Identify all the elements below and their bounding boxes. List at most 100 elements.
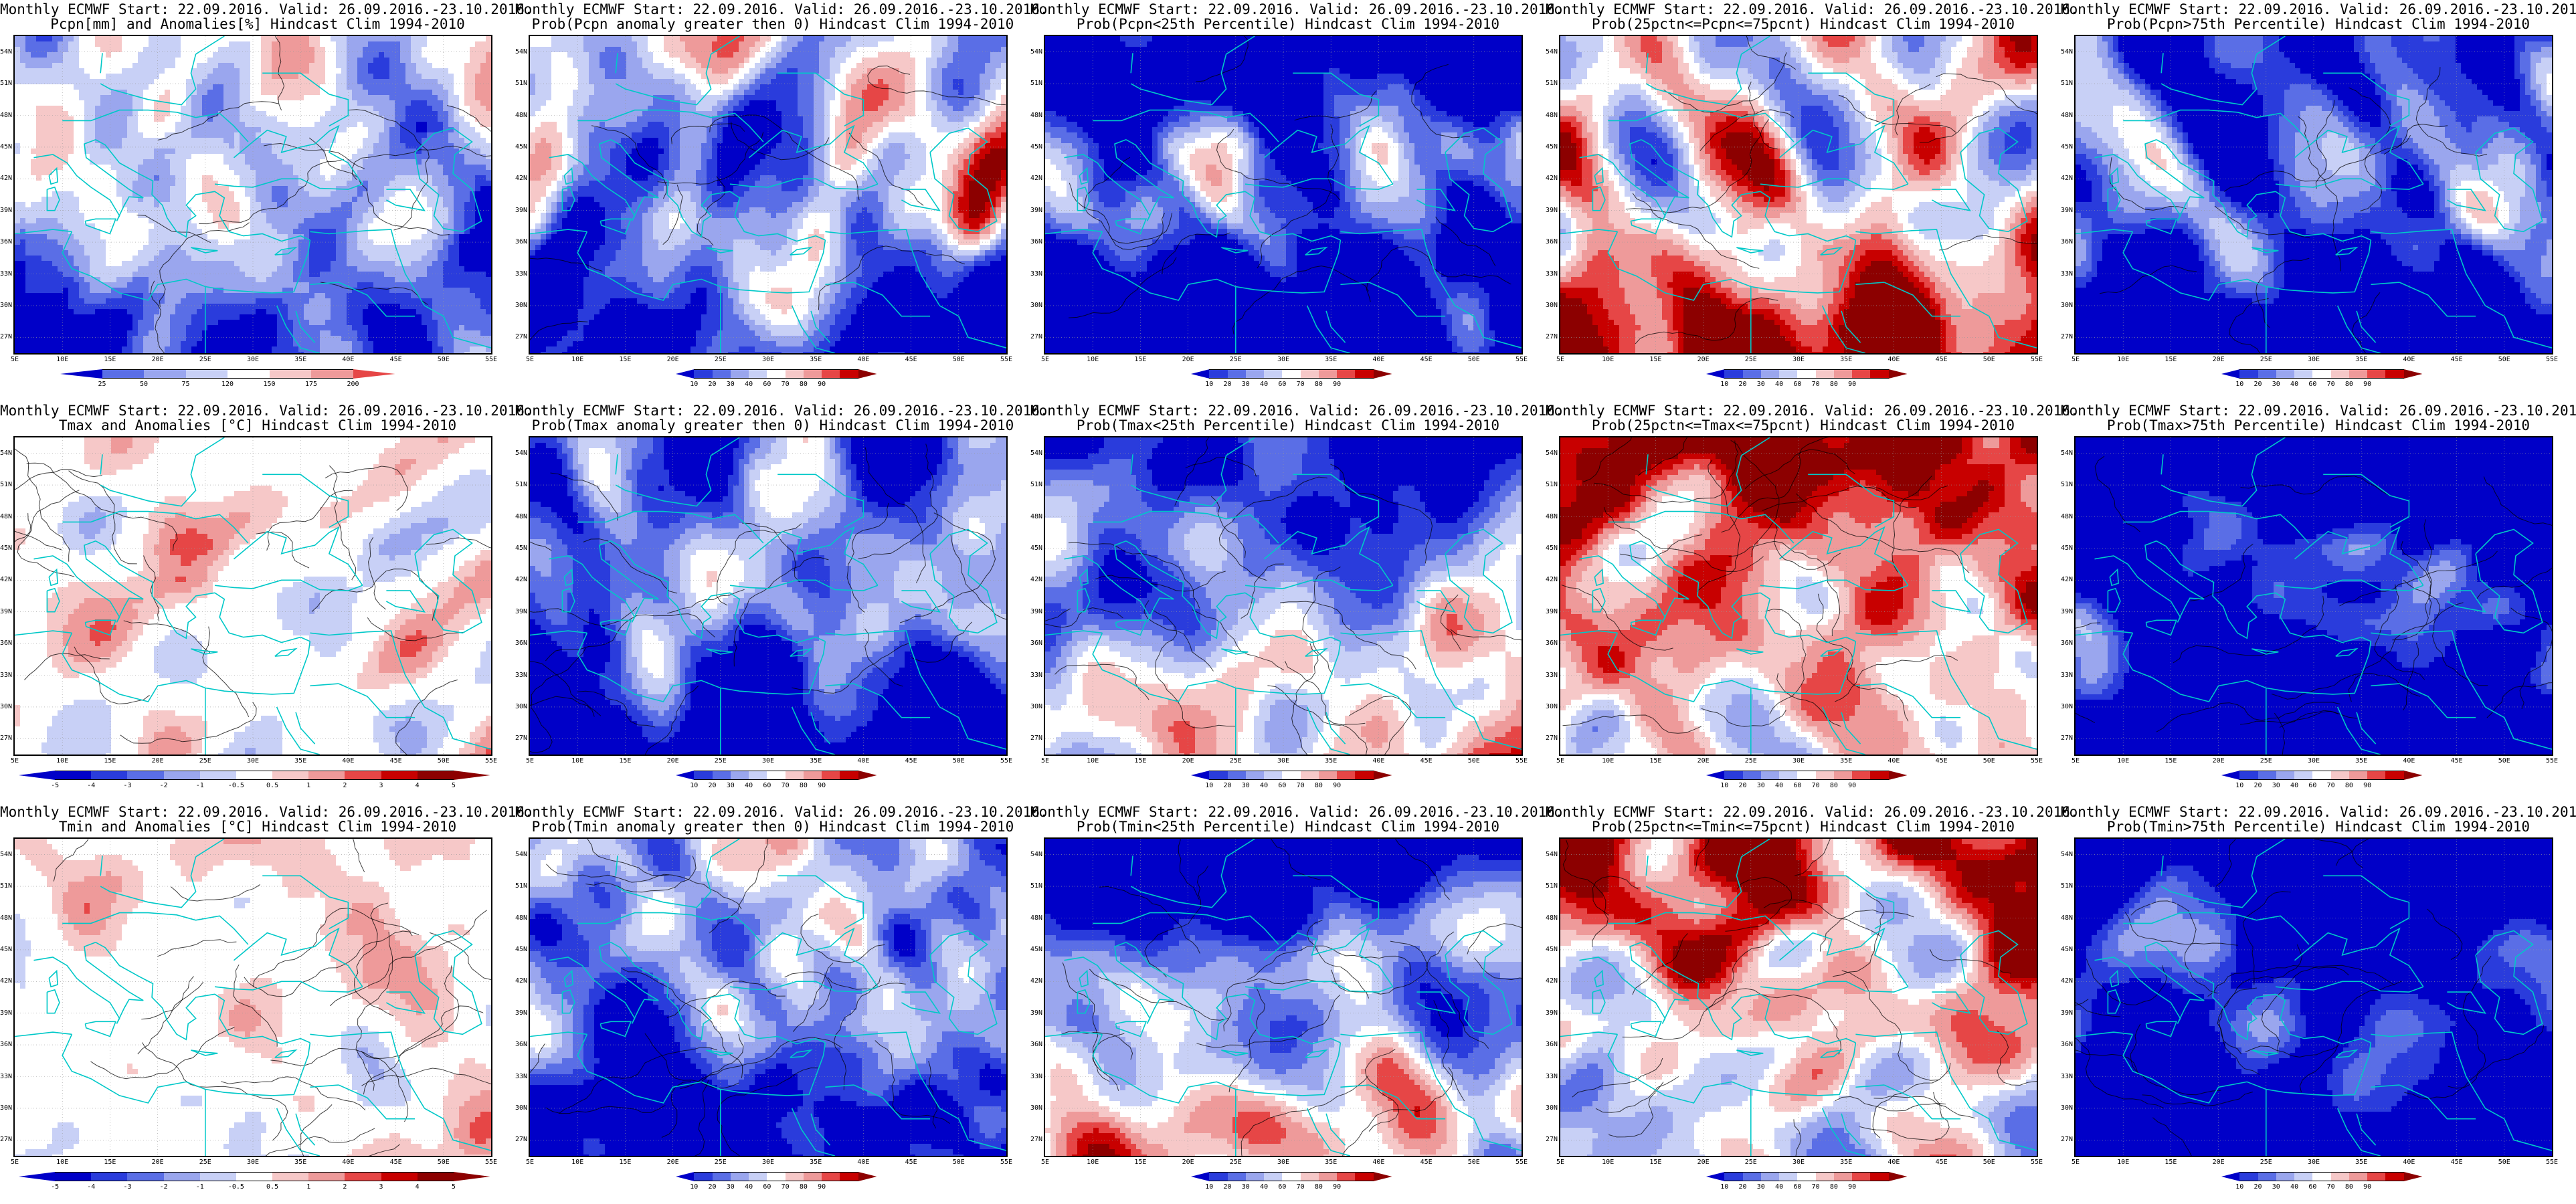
- latitude-label: 30N: [0, 1104, 12, 1112]
- colorbar-segment: [2404, 1172, 2423, 1181]
- map-canvas: [1045, 437, 1522, 755]
- colorbar-segment: [1246, 369, 1265, 379]
- longitude-label: 10E: [56, 1159, 68, 1166]
- colorbar-tick-label: 90: [1848, 1183, 1856, 1191]
- longitude-label: 15E: [104, 356, 116, 363]
- latitude-label: 54N: [1030, 48, 1042, 56]
- colorbar-tick-label: 10: [1720, 1183, 1728, 1191]
- colorbar-segment: [164, 1172, 201, 1181]
- panel-title-line1: Monthly ECMWF Start: 22.09.2016. Valid: …: [1030, 1, 1546, 17]
- colorbar-segment: [1870, 369, 1889, 379]
- colorbar-tick-label: 5: [452, 1183, 456, 1191]
- longitude-label: 40E: [857, 757, 869, 765]
- colorbar-segment: [822, 369, 840, 379]
- colorbar-segment: [60, 369, 102, 379]
- latitude-label: 42N: [1546, 977, 1558, 985]
- latitude-label: 42N: [515, 576, 527, 583]
- latitude-label: 36N: [1030, 1041, 1042, 1048]
- longitude-label: 25E: [199, 1159, 211, 1166]
- longitude-label: 50E: [2498, 757, 2510, 765]
- latitude-label: 36N: [2061, 1041, 2073, 1048]
- colorbar-tick-label: 60: [1793, 381, 1801, 388]
- colorbar-tick-label: 40: [1775, 381, 1783, 388]
- latitude-label: 30N: [1546, 1104, 1558, 1112]
- map-panel-tmax-low: Monthly ECMWF Start: 22.09.2016. Valid: …: [1030, 401, 1546, 803]
- latitude-label: 36N: [1546, 639, 1558, 647]
- longitude-label: 25E: [1745, 757, 1757, 765]
- colorbar-segment: [2221, 369, 2240, 379]
- colorbar-tick-label: 60: [763, 1183, 771, 1191]
- colorbar-tick-label: 30: [727, 381, 735, 388]
- colorbar-segment: [1870, 771, 1889, 780]
- colorbar-segment: [1191, 1172, 1210, 1181]
- colorbar-segment: [381, 1172, 418, 1181]
- panel-title-line2: Prob(25pctn<=Tmin<=75pcnt) Hindcast Clim…: [1546, 819, 2061, 835]
- colorbar-segment: [767, 1172, 786, 1181]
- longitude-label: 10E: [1087, 356, 1099, 363]
- latitude-label: 51N: [515, 882, 527, 890]
- colorbar-tick-label: -5: [51, 1183, 59, 1191]
- longitude-label: 5E: [526, 356, 534, 363]
- colorbar-tick-label: 20: [1739, 381, 1747, 388]
- longitude-label: 55E: [485, 757, 497, 765]
- longitude-label: 50E: [2498, 356, 2510, 363]
- colorbar-tick-label: 10: [2235, 381, 2243, 388]
- latitude-label: 42N: [1030, 175, 1042, 182]
- latitude-label: 27N: [2061, 333, 2073, 340]
- colorbar-tick-label: 20: [2254, 1183, 2262, 1191]
- colorbar-segment: [1724, 771, 1743, 780]
- colorbar-tick-label: 75: [181, 381, 189, 388]
- colorbar-segment: [2385, 771, 2404, 780]
- longitude-label: 50E: [1468, 356, 1480, 363]
- colorbar-segment: [345, 1172, 381, 1181]
- longitude-label: 30E: [1792, 356, 1805, 363]
- map-panel-tmin-low: Monthly ECMWF Start: 22.09.2016. Valid: …: [1030, 803, 1546, 1204]
- latitude-label: 33N: [0, 270, 12, 278]
- colorbar-segment: [200, 1172, 237, 1181]
- latitude-label: 36N: [0, 639, 12, 647]
- latitude-label: 45N: [1546, 946, 1558, 953]
- latitude-label: 30N: [1030, 1104, 1042, 1112]
- colorbar-tick-label: 20: [1224, 381, 1232, 388]
- colorbar-tick-label: 30: [1242, 1183, 1250, 1191]
- colorbar: 10 20 30 40 60 70 80 90: [1191, 771, 1392, 780]
- colorbar-tick-label: 20: [1224, 782, 1232, 789]
- longitude-label: 10E: [571, 1159, 583, 1166]
- latitude-label: 51N: [1546, 481, 1558, 488]
- colorbar-tick-label: 80: [1830, 381, 1838, 388]
- longitude-label: 15E: [1649, 356, 1661, 363]
- colorbar-tick-label: 10: [690, 381, 698, 388]
- panel-title-line1: Monthly ECMWF Start: 22.09.2016. Valid: …: [1030, 403, 1546, 419]
- latitude-label: 48N: [1546, 112, 1558, 119]
- colorbar-segment: [1246, 771, 1265, 780]
- colorbar: 10 20 30 40 60 70 80 90: [2221, 771, 2422, 780]
- colorbar-tick-label: 40: [745, 381, 753, 388]
- latitude-label: 36N: [1030, 238, 1042, 245]
- colorbar-segment: [713, 369, 731, 379]
- map-canvas: [1045, 36, 1522, 353]
- longitude-label: 55E: [485, 356, 497, 363]
- map-panel-tmax: Monthly ECMWF Start: 22.09.2016. Valid: …: [0, 401, 515, 803]
- colorbar-tick-label: 20: [1739, 1183, 1747, 1191]
- colorbar-segment: [236, 771, 273, 780]
- latitude-label: 48N: [1546, 513, 1558, 520]
- colorbar-segment: [1337, 369, 1356, 379]
- colorbar-segment: [1228, 771, 1247, 780]
- colorbar: -5 -4 -3 -2 -1 -0.5 0.5 1 2 3 4 5: [19, 771, 490, 780]
- colorbar-segment: [1228, 1172, 1247, 1181]
- latitude-label: 39N: [0, 207, 12, 214]
- longitude-label: 30E: [247, 757, 259, 765]
- colorbar-tick-label: 60: [763, 782, 771, 789]
- map-frame: [529, 436, 1008, 756]
- latitude-label: 33N: [1030, 1073, 1042, 1080]
- colorbar-tick-label: 30: [727, 1183, 735, 1191]
- longitude-label: 50E: [1983, 356, 1995, 363]
- colorbar-segment: [804, 771, 822, 780]
- longitude-label: 50E: [438, 757, 450, 765]
- longitude-label: 30E: [247, 1159, 259, 1166]
- colorbar-segment: [1337, 771, 1356, 780]
- latitude-label: 45N: [515, 544, 527, 552]
- colorbar-tick-label: 70: [1812, 381, 1820, 388]
- latitude-label: 30N: [1546, 703, 1558, 710]
